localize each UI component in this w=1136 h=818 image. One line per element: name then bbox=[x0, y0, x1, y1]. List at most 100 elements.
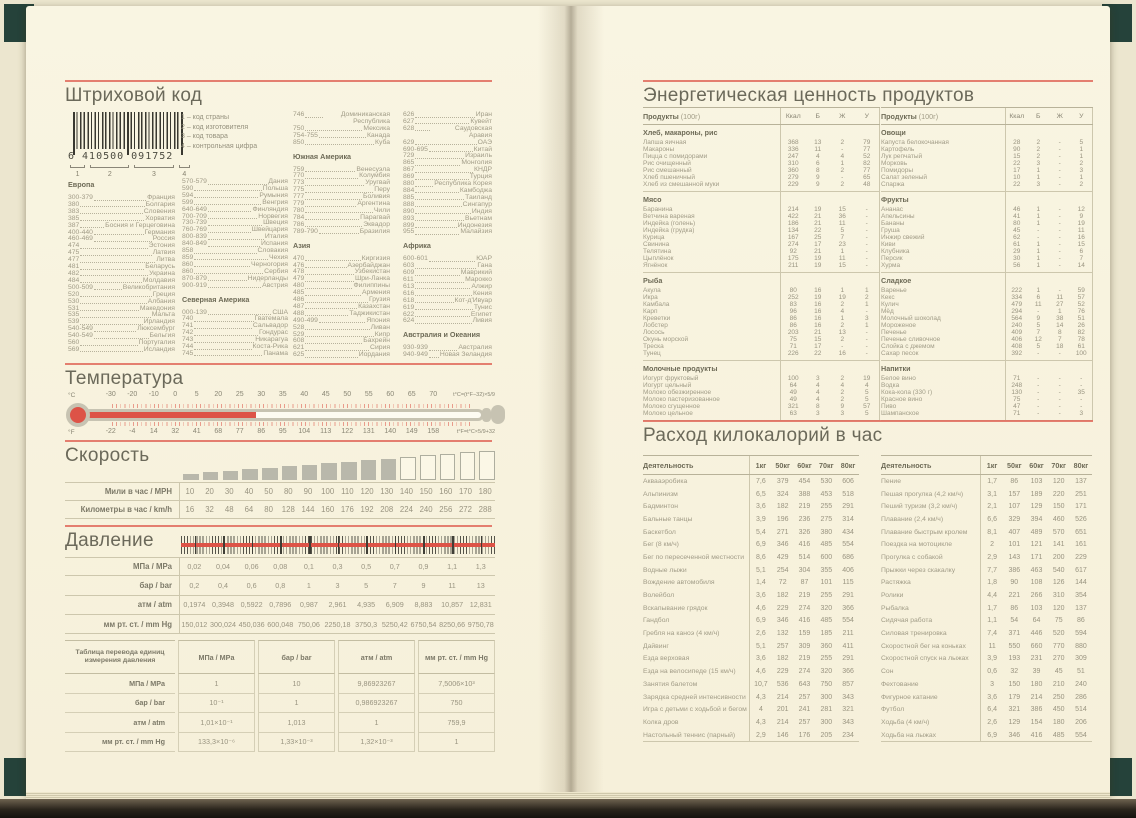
activity-values: 5,1 257 309 360 411 bbox=[749, 639, 859, 653]
country-code: 870-879 bbox=[182, 274, 207, 282]
calorie-value: 1,7 bbox=[987, 604, 997, 612]
dot-leader bbox=[415, 312, 470, 318]
country-code: 385 bbox=[68, 214, 80, 222]
calorie-value: 257 bbox=[776, 642, 789, 650]
food-row: Печенье 409 7 8 82 bbox=[881, 329, 1093, 336]
activity-name: Аквааэробика bbox=[643, 477, 688, 485]
nutrition-value: - bbox=[865, 308, 868, 315]
activity-values: 4,3 214 257 300 343 bbox=[749, 690, 859, 704]
nutrition-value: 406 bbox=[1011, 336, 1023, 343]
food-values: 100 3 2 19 bbox=[780, 375, 880, 382]
country-code-row: 869 Турция bbox=[403, 173, 492, 181]
celsius-formula: t°C=(t°F−32)×5/9 bbox=[453, 392, 495, 398]
activity-name: Плавание (2,4 км/ч) bbox=[881, 515, 944, 523]
unit-column-header: мм рт. ст. / mm Hg bbox=[418, 640, 495, 674]
activity-name: Игра с детьми с ходьбой и бегом bbox=[643, 706, 747, 714]
country-code-row: 746 Доминиканская Республика bbox=[293, 111, 390, 126]
nutrition-value: 22 bbox=[1013, 160, 1021, 167]
country-name: Таджикистан bbox=[349, 309, 390, 317]
dot-leader bbox=[415, 284, 471, 290]
activity-row: Плавание (2,4 км/ч) 6,6 329 394 460 526 bbox=[881, 513, 1092, 526]
country-code: 859 bbox=[182, 253, 194, 261]
ruler-major-tick bbox=[480, 536, 483, 554]
calorie-value: 101 bbox=[1008, 541, 1021, 549]
country-code: 789-790 bbox=[293, 227, 318, 235]
nutrition-value: 41 bbox=[1013, 213, 1021, 220]
activity-values: 10,7 536 643 750 857 bbox=[749, 678, 859, 691]
energy-section-title: Энергетическая ценность продуктов bbox=[643, 85, 975, 106]
country-name: Шри-Ланка bbox=[355, 275, 390, 283]
activity-name: Фехтование bbox=[881, 680, 919, 688]
country-name: Панама bbox=[263, 349, 288, 357]
country-code: 479 bbox=[293, 275, 305, 283]
speed-bar-cell bbox=[260, 467, 280, 480]
nutrition-value: 1 bbox=[840, 160, 845, 167]
nutrition-value: - bbox=[1058, 262, 1061, 269]
nutrition-value: 1 bbox=[1036, 262, 1041, 269]
nutrition-value: 11 bbox=[1056, 294, 1064, 301]
nutrition-value: 21 bbox=[814, 329, 822, 336]
nutrition-value: 321 bbox=[787, 403, 799, 410]
nutrition-value: - bbox=[865, 234, 868, 241]
country-name: Словакия bbox=[257, 247, 289, 255]
conversion-value: 1,32×10⁻³ bbox=[338, 732, 415, 752]
country-code: 745 bbox=[182, 349, 194, 357]
country-code: 742 bbox=[182, 329, 194, 337]
food-name: Карп bbox=[643, 308, 658, 315]
food-values: 134 22 5- bbox=[780, 227, 880, 234]
food-values: 45- -11 bbox=[1005, 227, 1093, 234]
dot-leader bbox=[305, 201, 357, 207]
country-code-row: 859 Чехия bbox=[182, 253, 288, 262]
food-name: Треска bbox=[643, 343, 664, 350]
food-row: Инжир свежий 62- -16 bbox=[881, 234, 1093, 241]
energy-table-header: Продукты (100г) Ккал Б Ж У bbox=[881, 107, 1093, 125]
nutrition-value: 45 bbox=[1013, 227, 1021, 234]
country-code-row: 540-549 Бельгия bbox=[68, 332, 175, 340]
nutrition-value: 15 bbox=[838, 206, 846, 213]
country-code: 570-579 bbox=[182, 178, 207, 185]
calorie-value: 750 bbox=[820, 680, 833, 688]
speed-bar-cell bbox=[458, 452, 478, 480]
nutrient-column-header: Б bbox=[815, 112, 820, 120]
pressure-value: 0,06 bbox=[244, 562, 259, 572]
dot-leader bbox=[80, 264, 145, 270]
conversion-value: 10⁻¹ bbox=[178, 693, 255, 713]
calorie-value: 171 bbox=[1075, 503, 1087, 511]
country-name: Черногория bbox=[251, 260, 288, 268]
calorie-value: 355 bbox=[820, 566, 833, 574]
activity-values: 3,6 179 214 250 286 bbox=[980, 690, 1092, 704]
country-code-row: 478 Узбекистан bbox=[293, 269, 390, 276]
calorie-value: 143 bbox=[1008, 553, 1021, 561]
calorie-value: 7,4 bbox=[987, 630, 997, 638]
nutrition-value: - bbox=[1058, 241, 1061, 248]
nutrition-value: 19 bbox=[814, 206, 822, 213]
country-code-row: 893 Вьетнам bbox=[403, 215, 492, 223]
activity-name: Силовая тренировка bbox=[881, 630, 947, 638]
country-name: Казахстан bbox=[358, 302, 390, 310]
calorie-value: 274 bbox=[798, 668, 811, 676]
nutrition-value: - bbox=[1037, 350, 1040, 357]
country-name: Маврикий bbox=[460, 269, 492, 277]
food-values: 10 1-1 bbox=[1005, 174, 1093, 181]
food-values: 336 11-77 bbox=[780, 146, 880, 153]
calorie-value: 5,1 bbox=[756, 642, 766, 650]
country-code-row: 539 Ирландия bbox=[68, 318, 175, 326]
dot-leader bbox=[93, 236, 152, 242]
activity-name: Сон bbox=[881, 668, 894, 676]
food-values: 49 4 2 5 bbox=[780, 396, 880, 403]
dot-leader bbox=[80, 319, 143, 325]
food-row: Сахар песок 392- -100 bbox=[881, 350, 1093, 357]
dot-leader bbox=[428, 147, 473, 153]
calorie-value: 329 bbox=[1008, 515, 1021, 523]
activity-row: Ролики 4,4 221 266 310 354 bbox=[881, 589, 1092, 602]
nutrition-value: 1 bbox=[840, 287, 845, 294]
speed-bar bbox=[222, 470, 239, 480]
nutrition-value: 336 bbox=[787, 146, 799, 153]
dot-leader bbox=[415, 270, 460, 276]
nutrition-value: 479 bbox=[1011, 301, 1023, 308]
country-code: 940-949 bbox=[403, 351, 428, 359]
nutrition-value: 17 bbox=[1013, 167, 1021, 174]
nutrition-value: 100 bbox=[787, 375, 799, 382]
calorie-value: 324 bbox=[776, 490, 789, 498]
nutrition-value: 79 bbox=[863, 139, 871, 146]
